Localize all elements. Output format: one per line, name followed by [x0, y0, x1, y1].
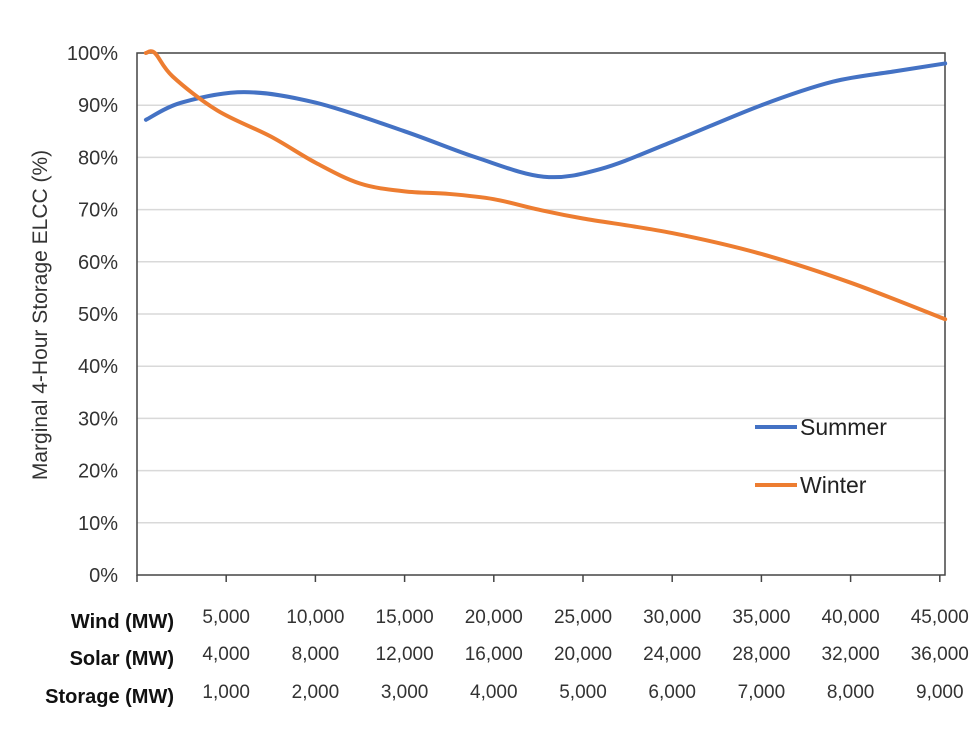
y-tick-label: 90% — [78, 95, 118, 117]
series-line-summer — [143, 61, 948, 180]
x-tick-label: 20,000 — [465, 607, 523, 628]
x-tick-label: 7,000 — [738, 682, 786, 703]
y-tick-label: 40% — [78, 356, 118, 378]
x-row-label: Solar (MW) — [70, 648, 174, 670]
series-line-winter — [143, 49, 948, 322]
x-tick-label: 36,000 — [911, 644, 969, 665]
legend-label: Summer — [800, 414, 887, 440]
x-tick-label: 45,000 — [911, 607, 969, 628]
y-tick-label: 10% — [78, 513, 118, 535]
x-tick-label: 16,000 — [465, 644, 523, 665]
y-tick-label: 100% — [67, 43, 118, 65]
x-tick-label: 1,000 — [202, 682, 250, 703]
y-tick-label: 30% — [78, 408, 118, 430]
x-tick-label: 35,000 — [732, 607, 790, 628]
x-tick-label: 15,000 — [376, 607, 434, 628]
x-tick-label: 32,000 — [822, 644, 880, 665]
x-tick-label: 5,000 — [559, 682, 607, 703]
y-tick-label: 60% — [78, 252, 118, 274]
y-tick-label: 80% — [78, 147, 118, 169]
y-tick-label: 20% — [78, 461, 118, 483]
x-tick-label: 40,000 — [822, 607, 880, 628]
x-row-label: Storage (MW) — [45, 686, 174, 708]
y-tick-label: 70% — [78, 200, 118, 222]
x-tick-label: 24,000 — [643, 644, 701, 665]
x-row-label: Wind (MW) — [71, 611, 174, 633]
x-tick-label: 4,000 — [202, 644, 250, 665]
x-tick-label: 6,000 — [648, 682, 696, 703]
x-tick-label: 28,000 — [732, 644, 790, 665]
x-tick-label: 12,000 — [376, 644, 434, 665]
y-tick-label: 0% — [89, 565, 118, 587]
x-tick-label: 25,000 — [554, 607, 612, 628]
y-tick-label: 50% — [78, 304, 118, 326]
x-tick-label: 10,000 — [286, 607, 344, 628]
x-tick-label: 4,000 — [470, 682, 518, 703]
x-tick-label: 30,000 — [643, 607, 701, 628]
x-tick-label: 9,000 — [916, 682, 964, 703]
x-tick-label: 8,000 — [827, 682, 875, 703]
x-tick-label: 5,000 — [202, 607, 250, 628]
x-tick-label: 8,000 — [292, 644, 340, 665]
x-tick-label: 2,000 — [292, 682, 340, 703]
legend-label: Winter — [800, 472, 867, 498]
y-axis-title: Marginal 4-Hour Storage ELCC (%) — [29, 150, 52, 480]
x-tick-label: 20,000 — [554, 644, 612, 665]
plot-frame — [136, 52, 946, 576]
x-tick-label: 3,000 — [381, 682, 429, 703]
